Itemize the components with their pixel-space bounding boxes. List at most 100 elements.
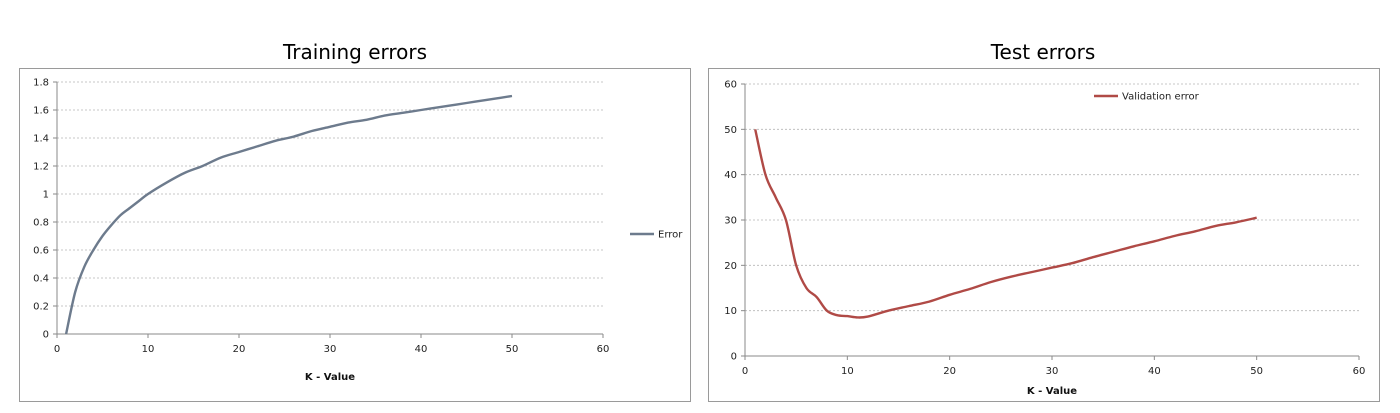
series-line-error [64, 94, 513, 335]
y-tick-label: 0.6 [33, 246, 49, 257]
data-point [92, 249, 94, 251]
x-tick-label: 40 [1148, 366, 1161, 377]
y-tick-label: 0 [43, 330, 49, 341]
data-point [754, 128, 756, 130]
data-point [101, 235, 103, 237]
data-point [856, 316, 858, 318]
data-point [420, 109, 422, 111]
data-point [183, 172, 185, 174]
data-point [887, 309, 889, 311]
x-tick-label: 30 [1046, 366, 1059, 377]
data-point [1112, 251, 1114, 253]
data-point [129, 207, 131, 209]
data-point [1194, 230, 1196, 232]
y-tick-label: 1.6 [33, 106, 49, 117]
data-point [365, 119, 367, 121]
test-errors-chart: 0 10 20 30 40 50 60 0 10 20 30 40 50 60 K - Value Valid… [708, 68, 1380, 402]
data-point [826, 309, 828, 311]
data-point [928, 300, 930, 302]
data-point [220, 156, 222, 158]
data-point [383, 114, 385, 116]
chart-title-test: Test errors [990, 40, 1096, 64]
data-point [969, 288, 971, 290]
data-point [256, 145, 258, 147]
data-point [165, 182, 167, 184]
data-point [1092, 256, 1094, 258]
data-point [805, 287, 807, 289]
y-tick-label: 0.4 [33, 274, 49, 285]
chart-frame [708, 68, 1380, 402]
data-point [1153, 240, 1155, 242]
data-point [1215, 225, 1217, 227]
data-point [402, 112, 404, 114]
training-errors-chart: 0 0.2 0.4 0.6 0.8 1 1.2 1.4 1.6 1.8 0 10 20 30 40 50 60 K… [19, 68, 691, 402]
data-point [274, 140, 276, 142]
x-tick-label: 0 [742, 366, 748, 377]
data-point [908, 305, 910, 307]
y-tick-label: 60 [724, 80, 737, 91]
x-tick-label: 40 [415, 344, 428, 355]
y-tick-label: 20 [724, 261, 737, 272]
data-point [201, 165, 203, 167]
series-line-validation-error [754, 129, 1257, 319]
x-tick-label: 60 [597, 344, 610, 355]
y-tick-label: 30 [724, 216, 737, 227]
x-tick-label: 10 [841, 366, 854, 377]
x-tick-label: 10 [142, 344, 155, 355]
y-tick-label: 0 [731, 352, 737, 363]
y-tick-label: 1.4 [33, 134, 49, 145]
data-point [785, 219, 787, 221]
data-point [120, 214, 122, 216]
x-tick-label: 30 [324, 344, 337, 355]
data-point [511, 95, 513, 97]
x-axis-label: K - Value [305, 372, 355, 383]
data-point [493, 98, 495, 100]
data-point [775, 196, 777, 198]
data-point [474, 100, 476, 102]
data-point [83, 266, 85, 268]
x-axis-label: K - Value [1027, 386, 1077, 397]
data-point [1030, 271, 1032, 273]
x-tick-label: 50 [1250, 366, 1263, 377]
y-tick-label: 1 [43, 190, 49, 201]
data-point [764, 173, 766, 175]
data-point [74, 291, 76, 293]
data-point [815, 296, 817, 298]
y-tick-label: 0.8 [33, 218, 49, 229]
data-point [329, 126, 331, 128]
data-point [795, 264, 797, 266]
y-tick-label: 10 [724, 306, 737, 317]
data-point [836, 314, 838, 316]
data-point [311, 130, 313, 132]
data-point [989, 281, 991, 283]
y-tick-label: 50 [724, 125, 737, 136]
data-point [1071, 262, 1073, 264]
data-point [1235, 221, 1237, 223]
data-point [347, 121, 349, 123]
y-tick-label: 1.8 [33, 78, 49, 89]
data-point [867, 315, 869, 317]
x-tick-label: 20 [233, 344, 246, 355]
data-point [438, 106, 440, 108]
y-tick-label: 40 [724, 170, 737, 181]
data-point [147, 193, 149, 195]
x-tick-label: 50 [506, 344, 519, 355]
data-point [1174, 235, 1176, 237]
data-point [846, 315, 848, 317]
y-tick-label: 1.2 [33, 162, 49, 173]
data-point [292, 135, 294, 137]
data-point [238, 151, 240, 153]
data-point [65, 333, 67, 335]
legend-label: Error [658, 230, 683, 241]
data-point [138, 200, 140, 202]
y-tick-label: 0.2 [33, 302, 49, 313]
chart-title-training: Training errors [282, 40, 428, 64]
legend-label: Validation error [1122, 92, 1200, 103]
data-point [1051, 266, 1053, 268]
data-point [110, 224, 112, 226]
data-point [456, 103, 458, 105]
x-tick-label: 0 [54, 344, 60, 355]
data-point [1133, 245, 1135, 247]
data-point [1010, 275, 1012, 277]
x-tick-label: 20 [943, 366, 956, 377]
